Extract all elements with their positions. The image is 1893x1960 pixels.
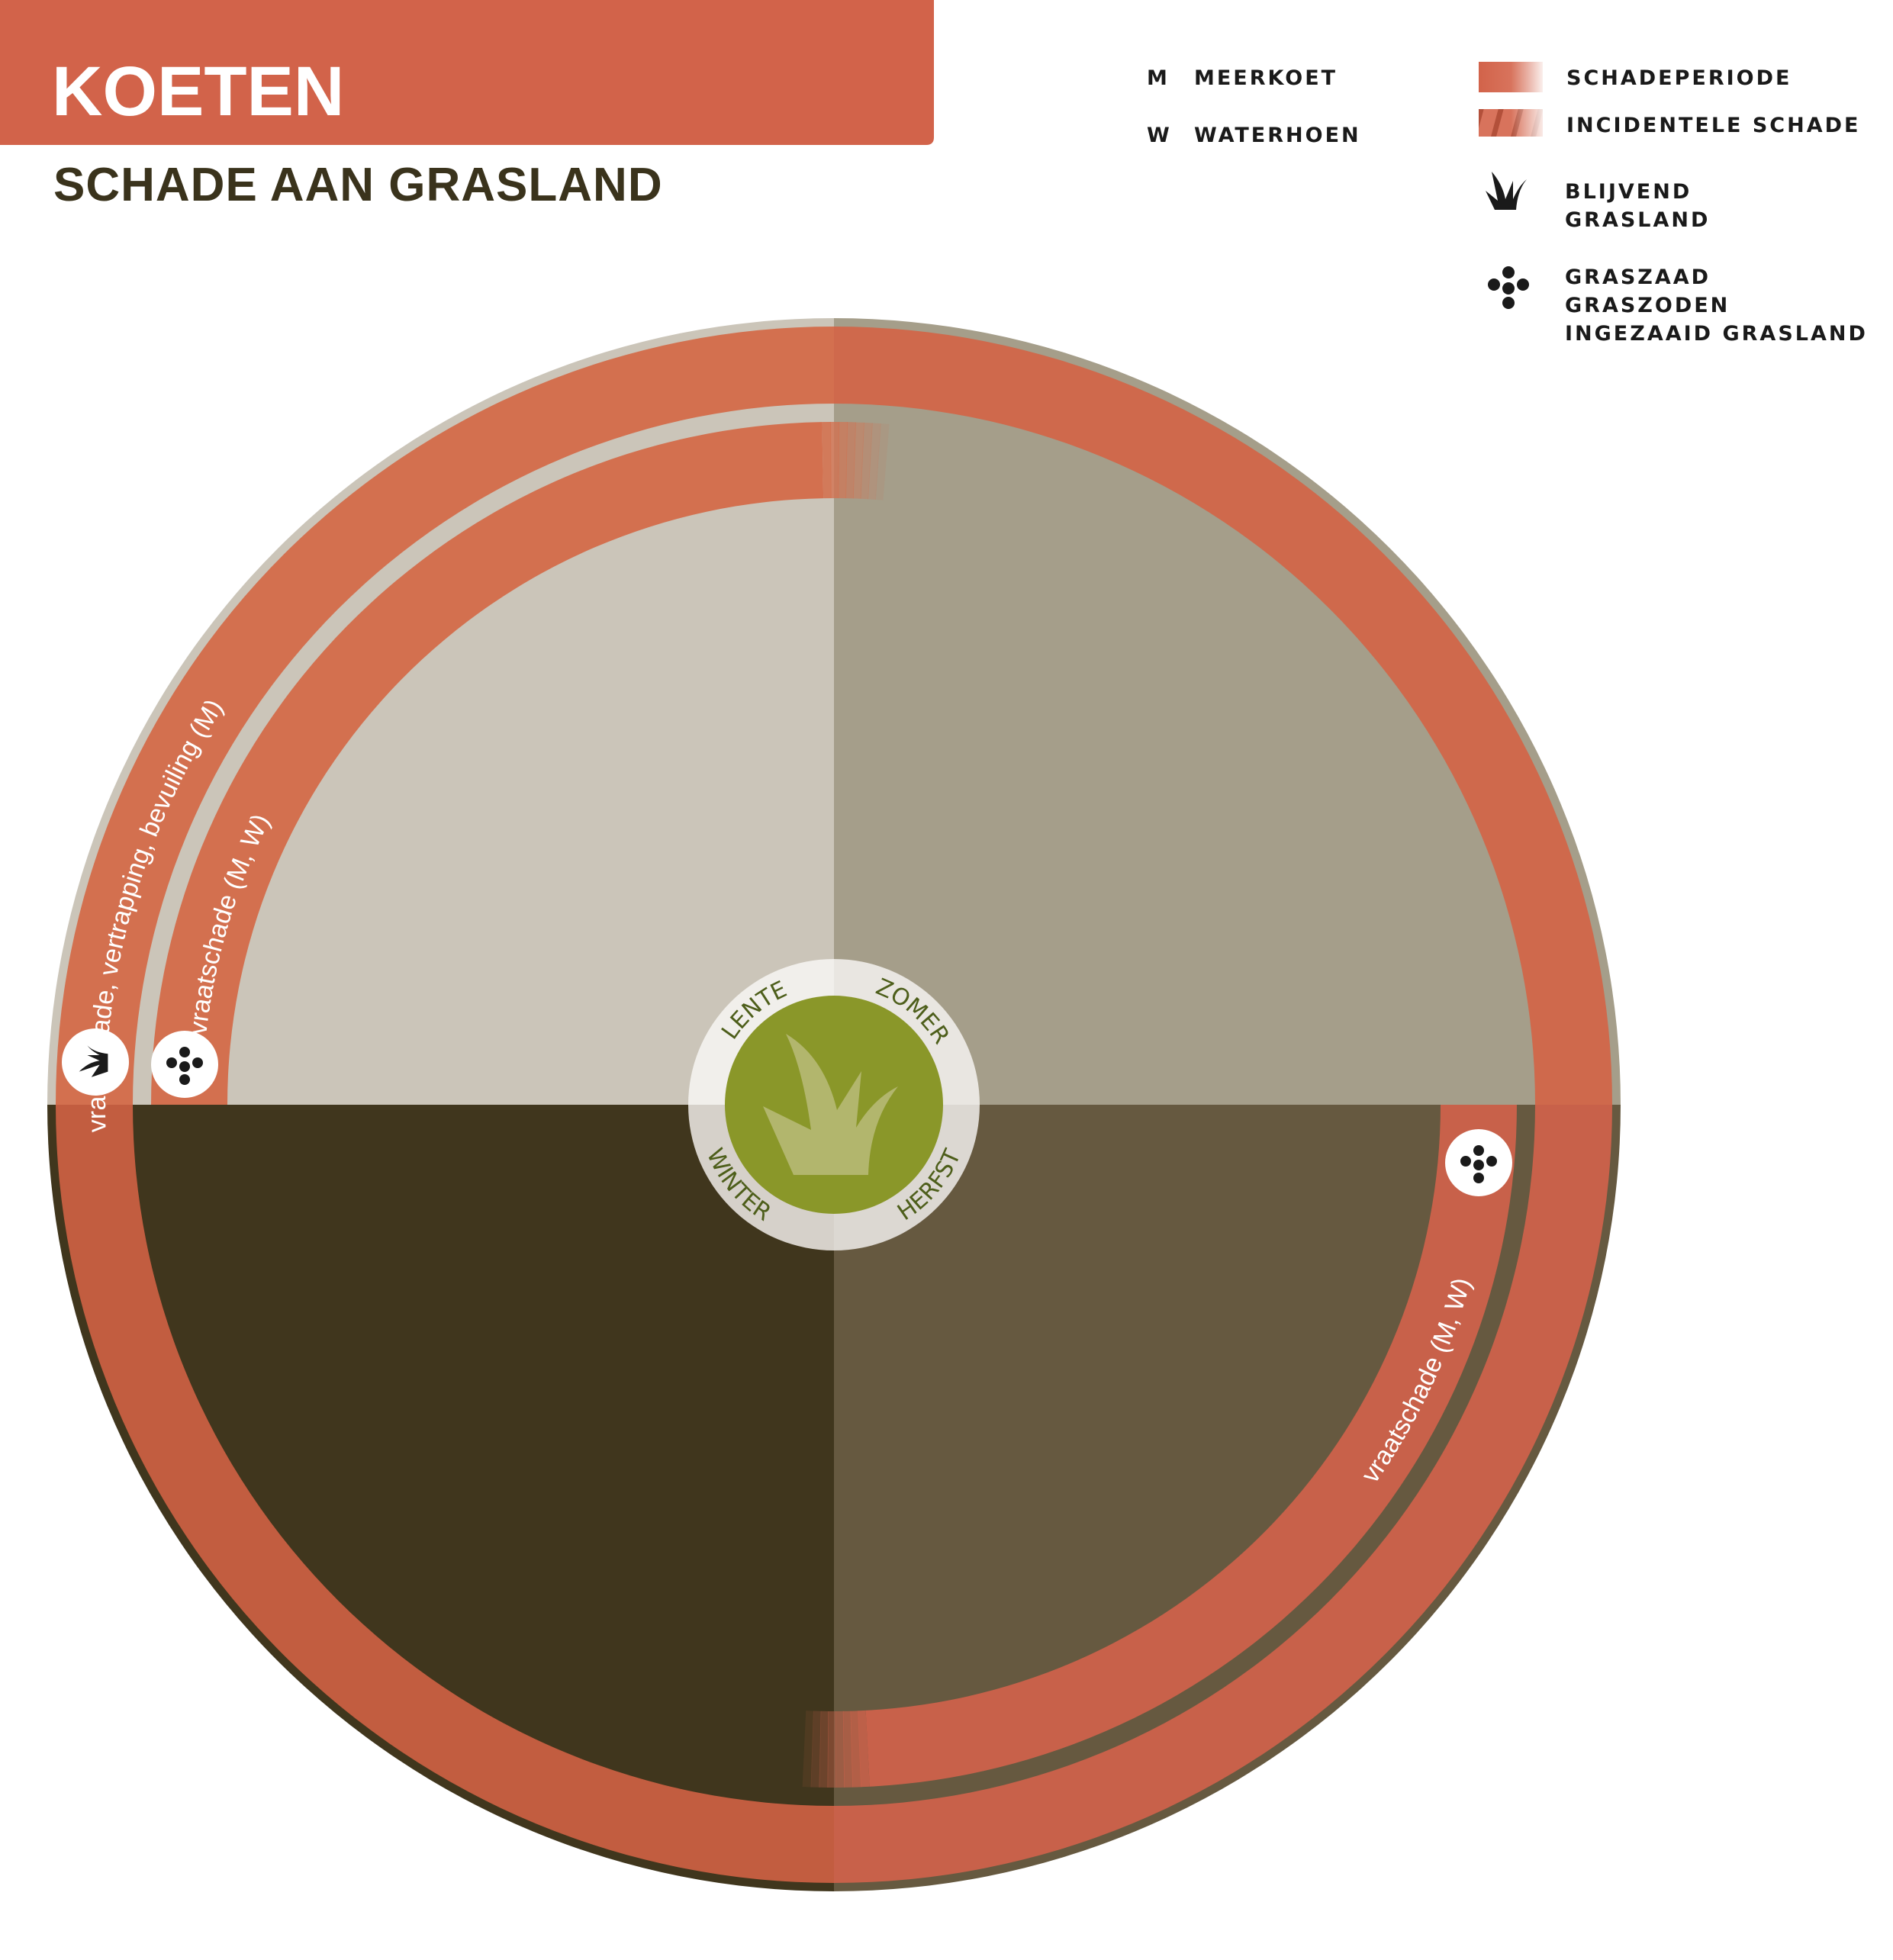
- inner-damage-ring-herfst-fade: [810, 1711, 822, 1788]
- inner-damage-ring-herfst-fade: [802, 1711, 814, 1788]
- seeds-icon: [1488, 266, 1529, 309]
- legend-schadeperiode: SCHADEPERIODE: [1566, 66, 1792, 90]
- inner-damage-ring-herfst-fade: [835, 1711, 845, 1788]
- grass-tuft-icon: [79, 1045, 108, 1077]
- inner-damage-ring-herfst-fade: [842, 1711, 853, 1788]
- outer-damage-band-zomer: [834, 327, 1612, 1105]
- outer-damage-band-winter: [56, 1105, 834, 1883]
- grass-tuft-icon: [763, 1034, 898, 1175]
- inner-damage-ring-lente: [151, 422, 824, 1105]
- title-banner: [0, 0, 934, 145]
- schadeperiode-swatch: [1479, 62, 1543, 92]
- inner-autumn-seeds-icon-badge: [1445, 1129, 1512, 1196]
- legend-graszaad: GRASZAAD: [1565, 266, 1711, 289]
- outer-damage-band-lente: [56, 327, 834, 1105]
- legend-blijvend: BLIJVEND: [1565, 180, 1692, 204]
- inner-damage-ring-herfst-fade: [858, 1710, 870, 1788]
- legend-species-meerkoet: MEERKOET: [1194, 66, 1338, 90]
- inner-damage-ring-herfst-fade: [850, 1711, 861, 1788]
- swatch-fade-overlay: [1479, 109, 1543, 137]
- header: KOETEN SCHADE AAN GRASLAND: [0, 0, 934, 211]
- legend-code-m: M: [1147, 66, 1170, 90]
- page-subtitle: SCHADE AAN GRASLAND: [53, 159, 663, 211]
- outer-damage-band-herfst: [834, 1105, 1612, 1883]
- inner-damage-ring-lente-fade: [860, 422, 873, 500]
- legend-graszoden: GRASZODEN: [1565, 294, 1730, 317]
- seeds-icon: [1460, 1145, 1497, 1183]
- legend-incidentele-schade: INCIDENTELE SCHADE: [1566, 114, 1860, 137]
- grass-tuft-icon: [1486, 172, 1527, 210]
- inner-damage-ring-lente-fade: [875, 423, 890, 500]
- inner-damage-ring-herfst-fade: [827, 1711, 837, 1788]
- legend: M MEERKOET W WATERHOEN SCHADEPERIODE INC…: [1147, 62, 1868, 346]
- legend-ingezaaid-grasland: INGEZAAID GRASLAND: [1565, 322, 1868, 346]
- outer-ring-grass-icon-badge: [62, 1028, 129, 1096]
- inner-damage-ring-lente-fade: [845, 422, 856, 499]
- legend-grasland: GRASLAND: [1565, 208, 1710, 232]
- inner-damage-ring-lente-fade: [822, 422, 832, 499]
- inner-damage-ring-lente-fade: [830, 421, 840, 499]
- page-title: KOETEN: [52, 53, 344, 130]
- inner-damage-ring-lente-fade: [852, 422, 864, 499]
- legend-species-waterhoen: WATERHOEN: [1194, 124, 1361, 147]
- inner-damage-ring-herfst-fade: [819, 1711, 829, 1788]
- center-badge: LENTE ZOMER HERFST WINTER: [688, 959, 980, 1250]
- inner-damage-ring-lente-fade: [838, 422, 848, 499]
- seeds-icon: [166, 1047, 203, 1085]
- season-wheel: [47, 318, 1621, 1891]
- quadrant-zomer: [834, 318, 1621, 1105]
- legend-code-w: W: [1147, 124, 1172, 147]
- quadrant-winter: [47, 1105, 834, 1891]
- inner-spring-seeds-icon-badge: [151, 1031, 218, 1098]
- inner-damage-ring-lente-fade: [868, 423, 881, 500]
